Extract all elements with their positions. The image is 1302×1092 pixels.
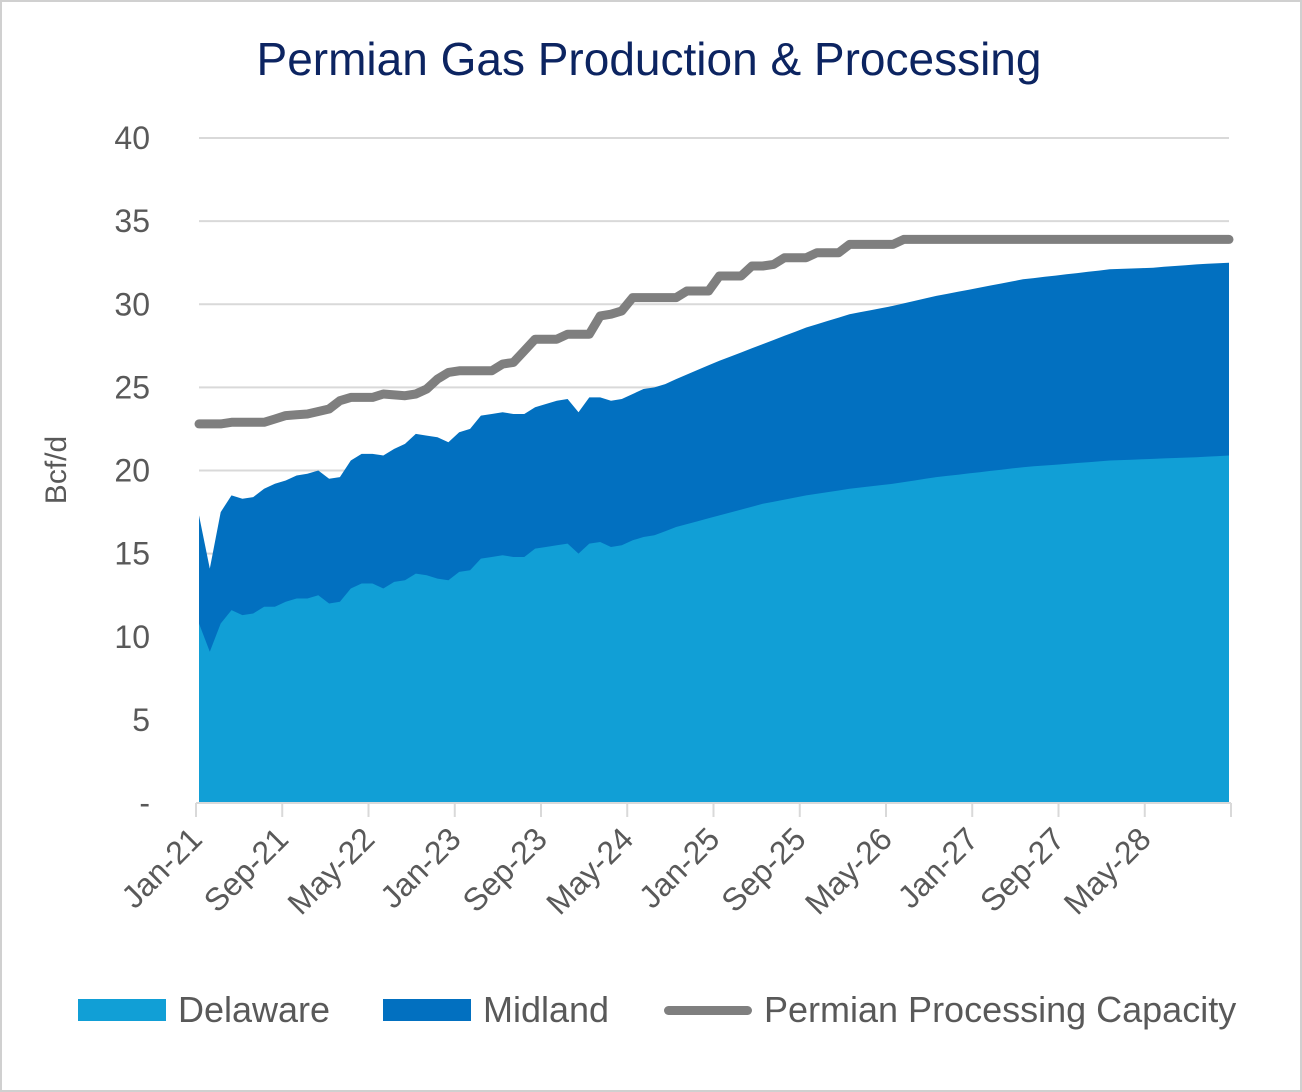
x-tick-label: Sep-25 (714, 820, 812, 918)
line-processing-capacity (194, 234, 1234, 429)
legend-swatch-midland (383, 999, 471, 1021)
x-tick-label: Sep-21 (197, 820, 295, 918)
x-tick-label: Jan-27 (891, 820, 986, 915)
x-tick-label: May-22 (281, 820, 382, 921)
y-tick-label: 5 (132, 702, 150, 738)
y-tick-label: - (139, 785, 150, 821)
y-tick-labels: - 5 10 15 20 25 30 35 40 (114, 120, 150, 821)
chart-title: Permian Gas Production & Processing (256, 33, 1042, 85)
x-tick-label: Sep-27 (973, 820, 1071, 918)
x-tick-label: May-24 (539, 820, 640, 921)
y-tick-label: 20 (114, 453, 150, 489)
y-tick-label: 30 (114, 286, 150, 322)
y-axis-label: Bcf/d (40, 436, 73, 504)
legend-label-delaware: Delaware (178, 989, 331, 1030)
x-tick-label: Jan-25 (632, 820, 727, 915)
x-tick-label: Jan-23 (373, 820, 468, 915)
axes (195, 802, 1232, 817)
area-series (199, 262, 1229, 803)
legend-item-midland: Midland (383, 985, 609, 1035)
x-tick-label: Jan-21 (114, 820, 209, 915)
legend-item-processing-capacity: Permian Processing Capacity (664, 985, 1236, 1035)
legend-swatch-delaware (78, 999, 166, 1021)
y-tick-label: 15 (114, 536, 150, 572)
x-tick-label: May-28 (1057, 820, 1158, 921)
legend-label-midland: Midland (483, 989, 610, 1030)
legend-item-delaware: Delaware (78, 985, 330, 1035)
y-tick-label: 40 (114, 120, 150, 156)
area-delaware (199, 455, 1229, 803)
y-tick-label: 10 (114, 619, 150, 655)
y-tick-label: 25 (114, 369, 150, 405)
legend-swatch-processing-capacity (664, 1005, 752, 1015)
line-series (194, 234, 1234, 429)
x-tick-labels: Jan-21Sep-21May-22Jan-23Sep-23May-24Jan-… (114, 820, 1157, 921)
y-tick-label: 35 (114, 203, 150, 239)
legend-label-processing-capacity: Permian Processing Capacity (764, 989, 1237, 1030)
x-tick-label: May-26 (798, 820, 899, 921)
x-tick-label: Sep-23 (456, 820, 554, 918)
